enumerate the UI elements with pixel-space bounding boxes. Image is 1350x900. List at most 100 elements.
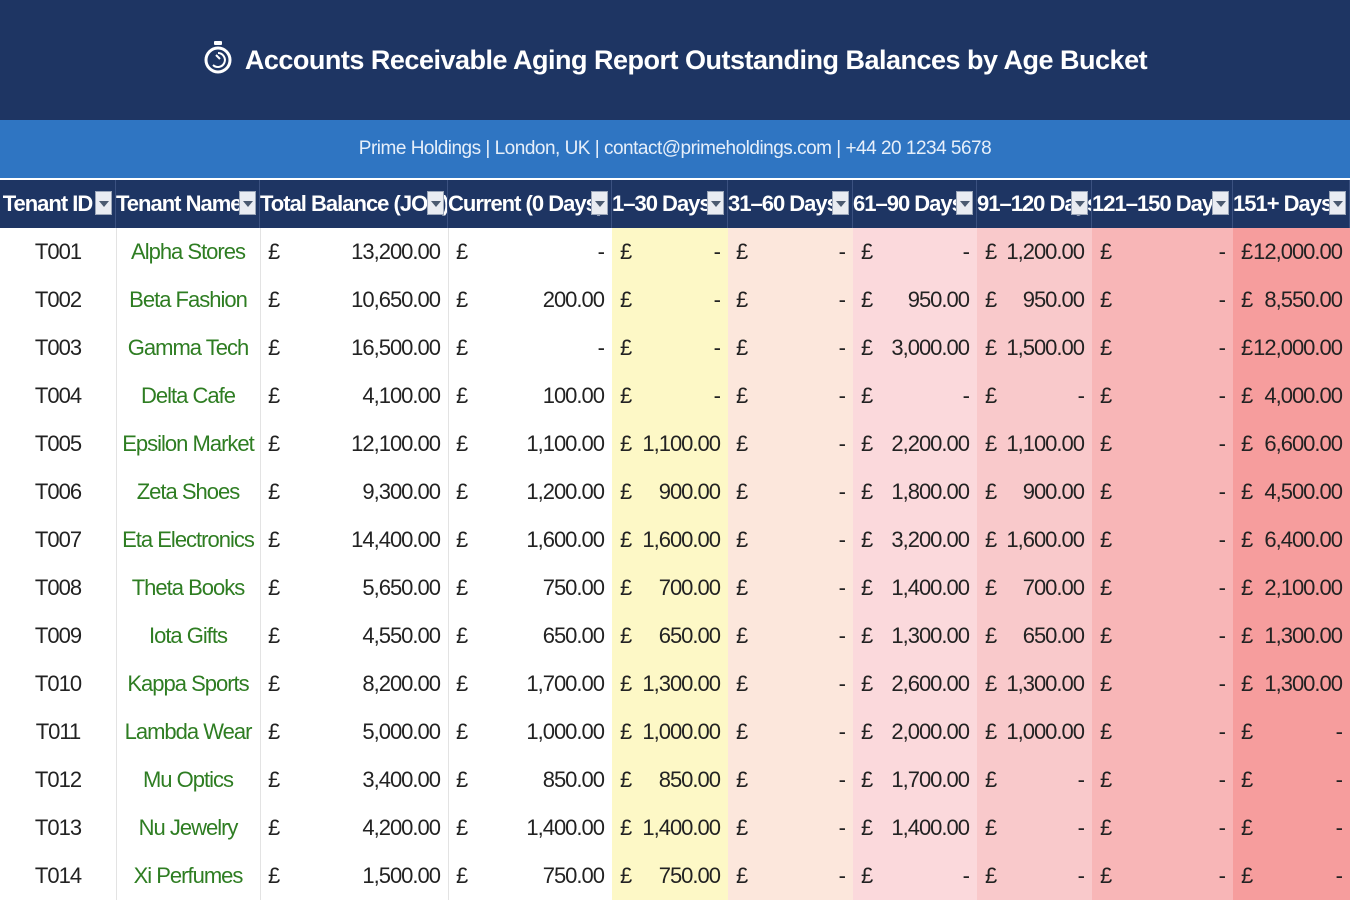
- total-balance-cell[interactable]: 5,650.00: [362, 575, 441, 600]
- 121-150-days-cell[interactable]: -: [1218, 383, 1226, 408]
- 121-150-days-cell[interactable]: -: [1218, 623, 1226, 648]
- 121-150-days-cell[interactable]: -: [1218, 287, 1226, 312]
- 121-150-days-cell[interactable]: -: [1218, 815, 1226, 840]
- tenant-name-cell[interactable]: Theta Books: [131, 575, 246, 600]
- 121-150-days-cell[interactable]: -: [1218, 479, 1226, 504]
- current-cell[interactable]: 100.00: [542, 383, 605, 408]
- dropdown-filter-icon[interactable]: [239, 191, 256, 215]
- current-cell[interactable]: 1,100.00: [526, 431, 605, 456]
- 1-30-days-cell[interactable]: 1,600.00: [642, 527, 721, 552]
- 151-plus-days-cell[interactable]: 1,300.00: [1264, 671, 1343, 696]
- 121-150-days-cell[interactable]: -: [1218, 767, 1226, 792]
- current-cell[interactable]: -: [597, 335, 605, 360]
- 61-90-days-cell[interactable]: -: [962, 239, 970, 264]
- tenant-id-cell[interactable]: T003: [34, 335, 82, 360]
- 1-30-days-cell[interactable]: 1,100.00: [642, 431, 721, 456]
- current-cell[interactable]: 1,600.00: [526, 527, 605, 552]
- 121-150-days-cell[interactable]: -: [1218, 335, 1226, 360]
- 61-90-days-cell[interactable]: 2,200.00: [891, 431, 970, 456]
- 151-plus-days-cell[interactable]: -: [1335, 719, 1343, 744]
- tenant-name-cell[interactable]: Zeta Shoes: [136, 479, 241, 504]
- 31-60-days-cell[interactable]: -: [838, 479, 846, 504]
- total-balance-cell[interactable]: 12,100.00: [351, 431, 441, 456]
- current-cell[interactable]: 750.00: [542, 863, 605, 888]
- 1-30-days-cell[interactable]: 1,300.00: [642, 671, 721, 696]
- tenant-name-cell[interactable]: Eta Electronics: [122, 527, 255, 552]
- tenant-name-cell[interactable]: Delta Cafe: [141, 383, 236, 408]
- total-balance-cell[interactable]: 10,650.00: [351, 287, 441, 312]
- total-balance-cell[interactable]: 1,500.00: [362, 863, 441, 888]
- 1-30-days-cell[interactable]: -: [713, 335, 721, 360]
- current-cell[interactable]: 650.00: [542, 623, 605, 648]
- tenant-id-cell[interactable]: T008: [34, 575, 82, 600]
- tenant-id-cell[interactable]: T013: [34, 815, 82, 840]
- dropdown-filter-icon[interactable]: [1071, 191, 1088, 215]
- tenant-id-cell[interactable]: T001: [34, 239, 82, 264]
- 91-120-days-cell[interactable]: 1,000.00: [1006, 719, 1085, 744]
- 151-plus-days-cell[interactable]: 6,400.00: [1264, 527, 1343, 552]
- 151-plus-days-cell[interactable]: 1,300.00: [1264, 623, 1343, 648]
- 61-90-days-cell[interactable]: 1,300.00: [891, 623, 970, 648]
- 91-120-days-cell[interactable]: 900.00: [1022, 479, 1085, 504]
- 121-150-days-cell[interactable]: -: [1218, 863, 1226, 888]
- total-balance-cell[interactable]: 13,200.00: [351, 239, 441, 264]
- 1-30-days-cell[interactable]: 750.00: [658, 863, 721, 888]
- total-balance-cell[interactable]: 14,400.00: [351, 527, 441, 552]
- 91-120-days-cell[interactable]: 950.00: [1022, 287, 1085, 312]
- 61-90-days-cell[interactable]: 2,000.00: [891, 719, 970, 744]
- 61-90-days-cell[interactable]: 3,000.00: [891, 335, 970, 360]
- 31-60-days-cell[interactable]: -: [838, 575, 846, 600]
- 151-plus-days-cell[interactable]: 12,000.00: [1253, 239, 1343, 264]
- tenant-name-cell[interactable]: Gamma Tech: [127, 335, 249, 360]
- tenant-name-cell[interactable]: Lambda Wear: [124, 719, 253, 744]
- 151-plus-days-cell[interactable]: -: [1335, 767, 1343, 792]
- tenant-name-cell[interactable]: Nu Jewelry: [138, 815, 239, 840]
- 61-90-days-cell[interactable]: 1,700.00: [891, 767, 970, 792]
- 31-60-days-cell[interactable]: -: [838, 335, 846, 360]
- 151-plus-days-cell[interactable]: -: [1335, 815, 1343, 840]
- 121-150-days-cell[interactable]: -: [1218, 575, 1226, 600]
- dropdown-filter-icon[interactable]: [1329, 191, 1346, 215]
- 61-90-days-cell[interactable]: 950.00: [907, 287, 970, 312]
- 61-90-days-cell[interactable]: 2,600.00: [891, 671, 970, 696]
- tenant-id-cell[interactable]: T004: [34, 383, 82, 408]
- total-balance-cell[interactable]: 9,300.00: [362, 479, 441, 504]
- tenant-id-cell[interactable]: T007: [34, 527, 82, 552]
- tenant-name-cell[interactable]: Beta Fashion: [129, 287, 248, 312]
- 31-60-days-cell[interactable]: -: [838, 623, 846, 648]
- tenant-id-cell[interactable]: T014: [34, 863, 82, 888]
- dropdown-filter-icon[interactable]: [95, 191, 112, 215]
- tenant-name-cell[interactable]: Xi Perfumes: [133, 863, 244, 888]
- tenant-name-cell[interactable]: Epsilon Market: [122, 431, 255, 456]
- 151-plus-days-cell[interactable]: 12,000.00: [1253, 335, 1343, 360]
- 1-30-days-cell[interactable]: -: [713, 239, 721, 264]
- tenant-name-cell[interactable]: Mu Optics: [142, 767, 234, 792]
- 151-plus-days-cell[interactable]: 8,550.00: [1264, 287, 1343, 312]
- dropdown-filter-icon[interactable]: [1212, 191, 1229, 215]
- tenant-name-cell[interactable]: Kappa Sports: [127, 671, 249, 696]
- 31-60-days-cell[interactable]: -: [838, 239, 846, 264]
- 31-60-days-cell[interactable]: -: [838, 431, 846, 456]
- 91-120-days-cell[interactable]: -: [1077, 383, 1085, 408]
- 91-120-days-cell[interactable]: -: [1077, 863, 1085, 888]
- 31-60-days-cell[interactable]: -: [838, 815, 846, 840]
- 61-90-days-cell[interactable]: 1,800.00: [891, 479, 970, 504]
- tenant-id-cell[interactable]: T009: [34, 623, 82, 648]
- 91-120-days-cell[interactable]: 1,200.00: [1006, 239, 1085, 264]
- tenant-name-cell[interactable]: Iota Gifts: [148, 623, 228, 648]
- current-cell[interactable]: 200.00: [542, 287, 605, 312]
- 61-90-days-cell[interactable]: 3,200.00: [891, 527, 970, 552]
- 91-120-days-cell[interactable]: 700.00: [1022, 575, 1085, 600]
- 121-150-days-cell[interactable]: -: [1218, 719, 1226, 744]
- current-cell[interactable]: 1,700.00: [526, 671, 605, 696]
- 121-150-days-cell[interactable]: -: [1218, 527, 1226, 552]
- 61-90-days-cell[interactable]: -: [962, 863, 970, 888]
- 91-120-days-cell[interactable]: 1,600.00: [1006, 527, 1085, 552]
- current-cell[interactable]: 750.00: [542, 575, 605, 600]
- dropdown-filter-icon[interactable]: [427, 191, 444, 215]
- 1-30-days-cell[interactable]: 850.00: [658, 767, 721, 792]
- 91-120-days-cell[interactable]: -: [1077, 815, 1085, 840]
- total-balance-cell[interactable]: 5,000.00: [362, 719, 441, 744]
- 1-30-days-cell[interactable]: -: [713, 383, 721, 408]
- current-cell[interactable]: 1,200.00: [526, 479, 605, 504]
